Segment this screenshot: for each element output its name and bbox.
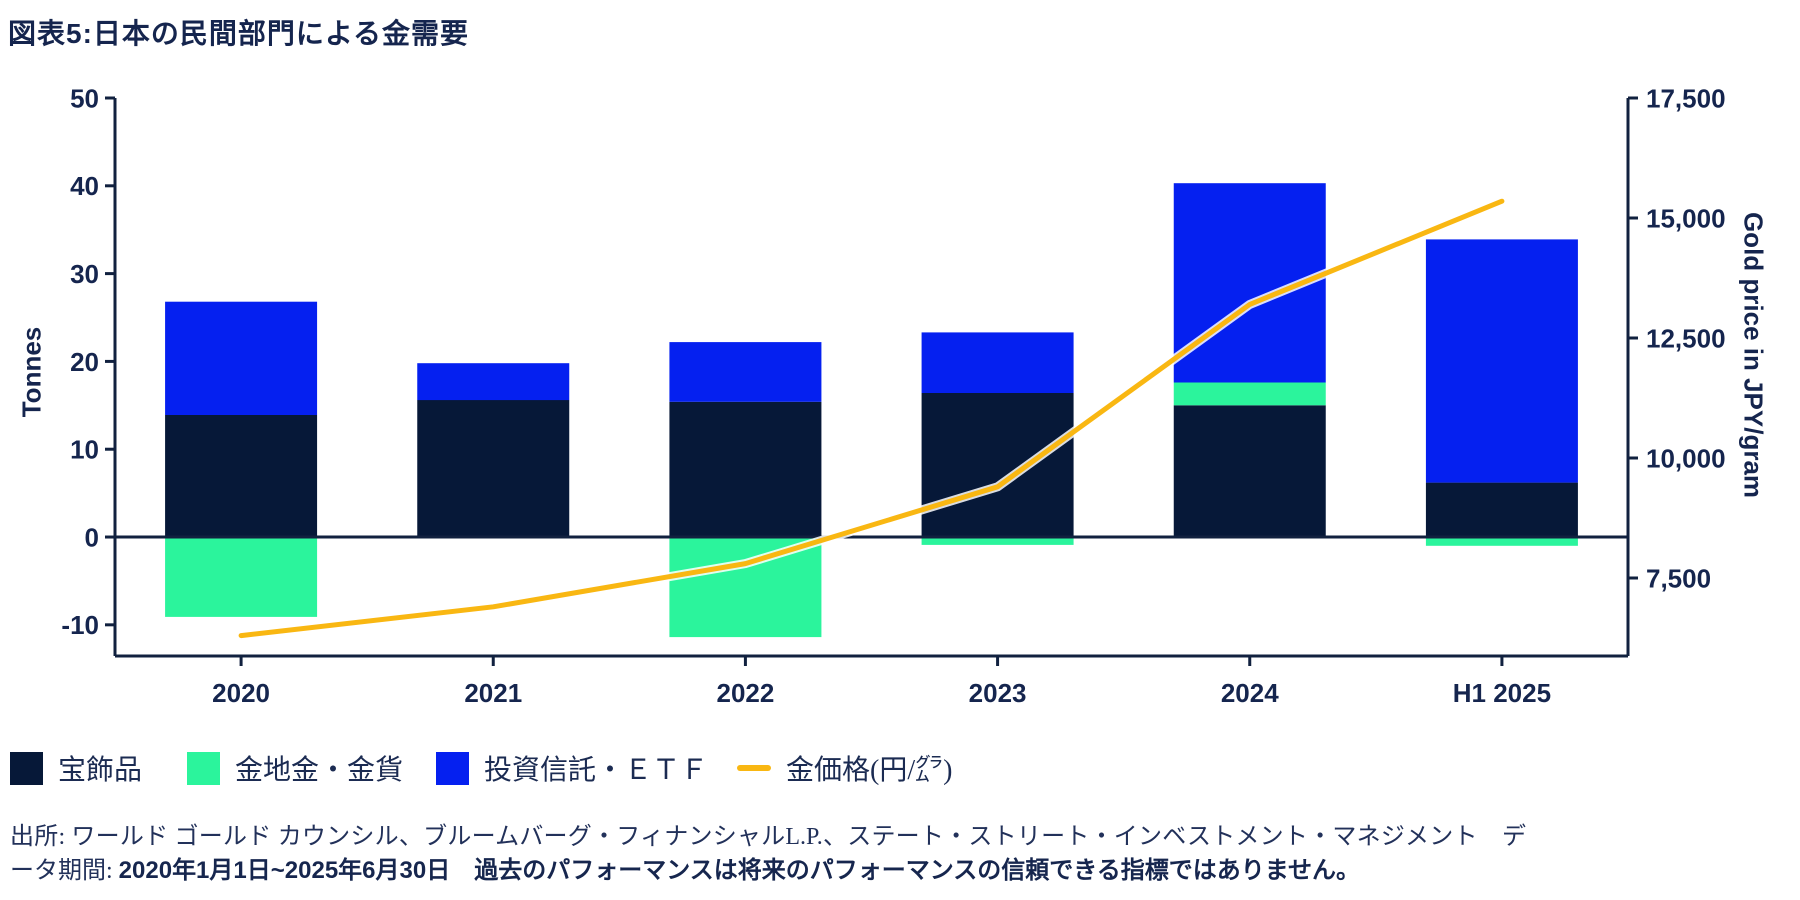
bar-segment-jewellery (417, 400, 570, 537)
legend-label: 金価格(円/㌘) (786, 755, 953, 786)
left-axis-tick-label: 30 (70, 259, 99, 289)
footnote-source-text: 出所: ワールド ゴールド カウンシル、ブルームバーグ・フィナンシャルL.P.、… (10, 824, 1526, 884)
x-axis-category-label: 2024 (1221, 678, 1279, 708)
bar-segment-bullion-coin (669, 537, 822, 638)
bar-segment-etf (417, 363, 570, 401)
left-axis-tick-label: 0 (85, 522, 99, 552)
left-axis-tick-label: 40 (70, 171, 99, 201)
footnote-emphasis-text: 過去のパフォーマンスは将来のパフォーマンスの信頼できる指標ではありません。 (474, 857, 1361, 884)
gold-demand-chart: 50 40 30 20 10 0 -10 17,500 15,000 12,500 10,000 7,… (61, 83, 1726, 708)
bullion-coin-swatch-icon (187, 751, 220, 785)
gold-price-line (238, 198, 1505, 639)
x-axis-category-label: 2021 (464, 678, 522, 708)
bar-segment-bullion-coin (921, 537, 1074, 545)
right-axis-title: Gold price in JPY/gram (1738, 211, 1769, 499)
bar-segment-etf (669, 342, 822, 402)
left-axis-tick-label: 50 (70, 83, 99, 113)
right-axis-tick-label: 12,500 (1646, 323, 1726, 353)
right-axis-tick-label: 15,000 (1646, 203, 1726, 233)
bar-segment-etf (921, 332, 1074, 393)
bar-segment-bullion-coin (165, 537, 318, 617)
bar-segment-etf (1425, 239, 1578, 483)
footnote-source-text (450, 858, 474, 884)
legend-label: 宝飾品 (58, 755, 143, 786)
legend: 宝飾品 金地金・金貨 投資信託・ＥＴＦ 金価格(円/㌘) (0, 748, 1800, 794)
bar-segment-etf (165, 301, 318, 415)
left-axis-title: Tonnes (16, 326, 47, 418)
bar-segment-jewellery (921, 393, 1074, 537)
legend-item-bullion-coin: 金地金・金貨 (187, 748, 403, 788)
page-title: 図表5:日本の民間部門による金需要 (8, 18, 470, 49)
left-axis-tick-label: 10 (70, 435, 99, 465)
bar-segment-bullion-coin (1173, 382, 1326, 406)
legend-item-jewellery: 宝飾品 (10, 748, 142, 788)
x-axis-category-label: 2020 (212, 678, 270, 708)
right-axis-tick-label: 10,000 (1646, 443, 1726, 473)
x-axis-category-label: H1 2025 (1453, 678, 1551, 708)
bar-segment-bullion-coin (1425, 537, 1578, 546)
right-axis-tick-label: 7,500 (1646, 563, 1711, 593)
legend-label: 投資信託・ＥＴＦ (484, 755, 709, 786)
etf-swatch-icon (436, 751, 469, 785)
bar-segment-jewellery (165, 415, 318, 537)
legend-item-gold-price: 金価格(円/㌘) (737, 748, 952, 788)
left-axis-tick-label: -10 (61, 610, 99, 640)
gold-price-line-swatch-icon (737, 765, 771, 771)
source-footnote: 出所: ワールド ゴールド カウンシル、ブルームバーグ・フィナンシャルL.P.、… (10, 820, 1526, 888)
bar-segment-jewellery (669, 401, 822, 537)
bar-segment-jewellery (1425, 482, 1578, 537)
footnote-emphasis-text: 2020年1月1日~2025年6月30日 (118, 857, 451, 884)
x-axis-category-label: 2022 (716, 678, 774, 708)
legend-item-etf: 投資信託・ＥＴＦ (436, 748, 708, 788)
x-axis-category-label: 2023 (969, 678, 1027, 708)
right-axis-tick-label: 17,500 (1646, 83, 1726, 113)
legend-label: 金地金・金貨 (235, 755, 404, 786)
bar-segment-jewellery (1173, 405, 1326, 537)
left-axis-tick-label: 20 (70, 347, 99, 377)
jewellery-swatch-icon (10, 751, 43, 785)
